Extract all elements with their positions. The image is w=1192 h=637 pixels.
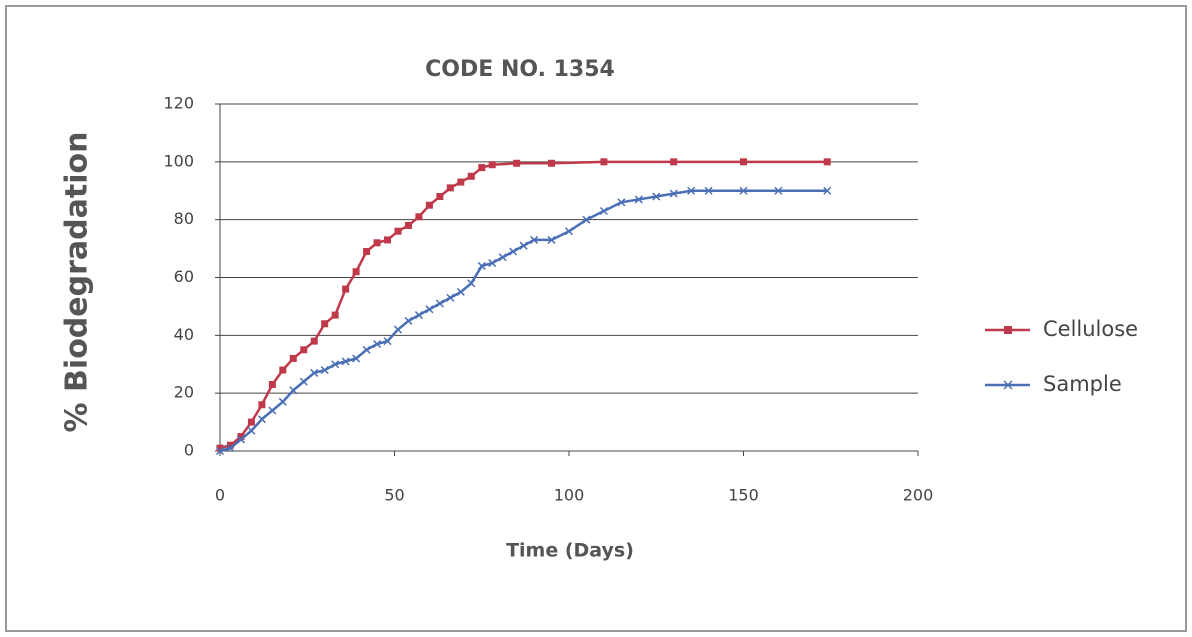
data-point <box>634 195 643 204</box>
x-tick-label: 200 <box>903 486 934 505</box>
data-point <box>669 189 678 198</box>
data-point <box>740 158 747 166</box>
data-point <box>394 227 402 235</box>
data-point <box>739 186 748 195</box>
data-point <box>404 221 412 229</box>
data-point <box>467 172 475 180</box>
data-point <box>226 444 235 453</box>
legend-label: Sample <box>1043 372 1122 396</box>
data-point <box>320 366 329 375</box>
data-point <box>823 158 831 166</box>
data-point <box>548 159 556 167</box>
x-tick-label: 150 <box>728 486 759 505</box>
x-axis-label: Time (Days) <box>506 540 634 562</box>
data-point <box>279 366 287 374</box>
data-point <box>599 206 608 216</box>
data-point <box>457 178 465 186</box>
data-point <box>237 433 245 441</box>
data-point <box>513 159 521 167</box>
data-point <box>436 193 444 201</box>
x-tick-label: 100 <box>554 486 585 505</box>
y-tick-label: 40 <box>174 325 194 344</box>
y-tick-label: 60 <box>174 267 194 286</box>
data-point <box>488 161 496 169</box>
data-point <box>446 293 455 302</box>
data-point <box>352 354 361 363</box>
legend-marker <box>1004 326 1012 334</box>
data-point <box>289 386 298 395</box>
data-point <box>488 259 497 268</box>
y-tick-label: 100 <box>163 151 194 170</box>
data-point <box>258 401 266 409</box>
y-axis-label: % Biodegradation <box>60 132 95 433</box>
data-point <box>299 377 308 386</box>
chart-title: CODE NO. 1354 <box>425 57 615 82</box>
data-point <box>384 236 392 244</box>
data-point <box>687 186 696 195</box>
data-point <box>236 435 245 444</box>
data-point <box>373 239 381 247</box>
data-point <box>519 241 528 250</box>
data-point <box>530 235 539 244</box>
y-tick-label: 120 <box>163 94 194 113</box>
data-point <box>435 299 444 308</box>
data-point <box>547 235 556 244</box>
data-point <box>652 192 661 201</box>
data-point <box>823 186 832 195</box>
data-point <box>257 415 266 424</box>
data-point <box>363 247 371 255</box>
y-tick-label: 0 <box>184 441 194 460</box>
data-point <box>670 158 678 166</box>
data-point <box>310 337 318 345</box>
data-point <box>414 311 423 320</box>
y-tick-label: 20 <box>174 383 194 402</box>
data-point <box>415 213 423 221</box>
data-point <box>774 186 783 195</box>
data-point <box>456 287 465 296</box>
data-point <box>268 380 276 388</box>
data-point <box>278 397 287 406</box>
data-point <box>226 441 234 449</box>
data-point <box>300 346 308 354</box>
data-point <box>341 357 350 366</box>
data-point <box>310 368 319 377</box>
data-point <box>393 325 403 334</box>
data-point <box>373 339 382 349</box>
data-point <box>467 279 476 288</box>
data-point <box>289 354 297 362</box>
data-point <box>564 227 574 236</box>
legend-marker <box>1003 380 1013 390</box>
frame <box>5 5 1187 632</box>
data-point <box>331 311 339 319</box>
x-tick-label: 50 <box>384 486 404 505</box>
data-point <box>331 360 340 369</box>
data-point <box>704 186 713 195</box>
data-point <box>477 261 486 270</box>
data-point <box>268 406 277 415</box>
data-point <box>617 198 626 207</box>
data-point <box>425 201 433 209</box>
data-point <box>362 345 371 354</box>
data-point <box>425 305 434 314</box>
data-point <box>600 158 608 166</box>
legend-label: Cellulose <box>1043 317 1138 341</box>
data-point <box>352 268 360 276</box>
data-point <box>509 247 518 256</box>
data-point <box>498 253 507 262</box>
data-point <box>216 444 224 452</box>
y-tick-label: 80 <box>174 209 194 228</box>
x-tick-label: 0 <box>215 486 225 505</box>
data-point <box>321 320 329 328</box>
data-point <box>342 285 350 293</box>
data-point <box>215 446 225 456</box>
data-point <box>247 418 255 426</box>
data-point <box>478 164 486 172</box>
data-point <box>446 184 454 192</box>
data-point <box>404 316 413 325</box>
data-point <box>383 337 392 346</box>
data-point <box>247 426 256 435</box>
data-point <box>582 215 591 224</box>
